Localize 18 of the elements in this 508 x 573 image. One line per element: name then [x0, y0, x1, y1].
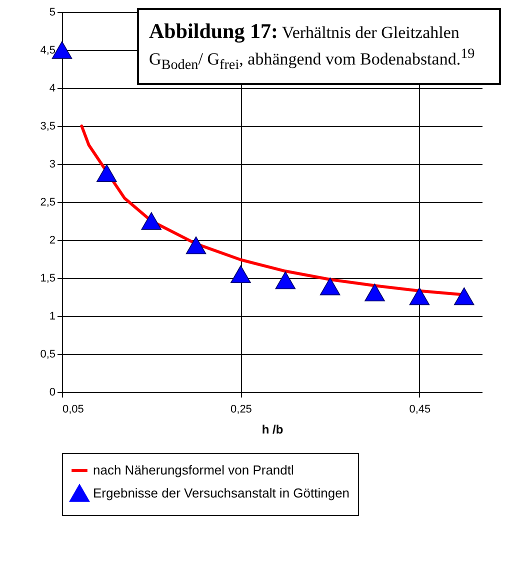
x-axis-title: h /b: [262, 422, 284, 436]
y-tick-label: 5: [49, 6, 56, 18]
x-tick-label: 0,45: [409, 404, 431, 416]
y-tick-label: 0: [49, 386, 56, 398]
y-tick-label: 2,5: [40, 196, 56, 208]
legend-label: nach Näherungsformel von Prandtl: [93, 462, 294, 478]
y-tick-label: 1,5: [40, 272, 56, 284]
legend-label: Ergebnisse der Versuchsanstalt in Göttingen: [93, 486, 350, 500]
chart-title: Abbildung 17: Verhältnis der Gleitzahlen G$_{Boden}$/ G$_{frei}$, abhängend vom Bodenabstand.$^{19}$: [149, 19, 475, 74]
y-tick-label: 2: [49, 234, 56, 246]
y-tick-label: 3,5: [40, 120, 56, 132]
y-tick-label: 4,5: [40, 44, 56, 56]
y-tick-label: 3: [49, 158, 56, 170]
y-tick-label: 0,5: [40, 348, 56, 360]
x-tick-label: 0,25: [230, 404, 252, 416]
y-tick-label: 4: [49, 82, 56, 94]
x-tick-label: 0,05: [62, 404, 84, 416]
y-tick-label: 1: [49, 310, 56, 322]
